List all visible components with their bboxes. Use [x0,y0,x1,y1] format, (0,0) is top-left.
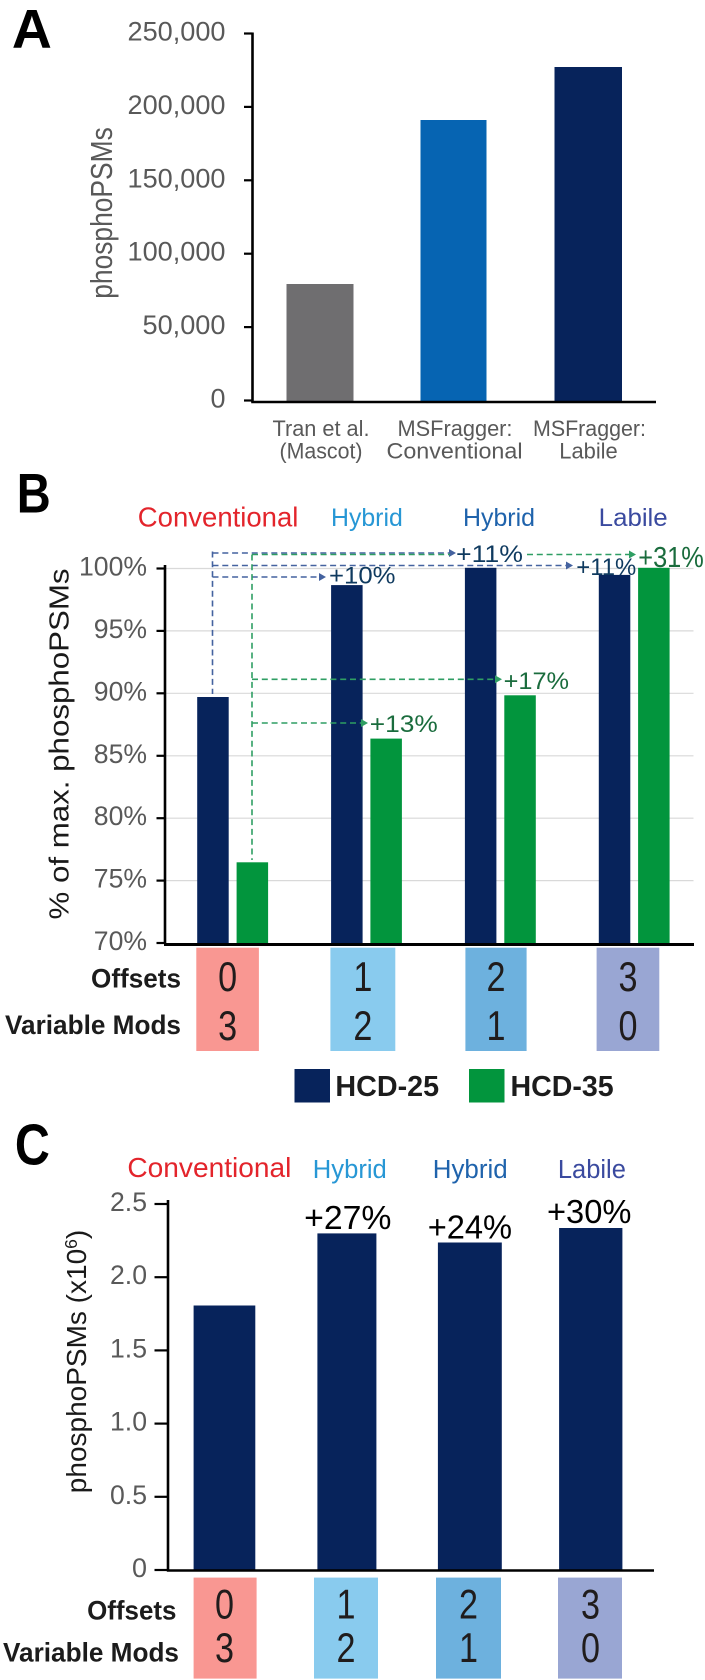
svg-text:Tran et al.: Tran et al. [273,416,370,441]
svg-text:1: 1 [459,1624,478,1671]
svg-text:Labile: Labile [558,1156,626,1184]
svg-text:Hybrid: Hybrid [433,1156,508,1184]
svg-text:1: 1 [337,1581,356,1628]
svg-text:0: 0 [215,1581,234,1628]
svg-text:Hybrid: Hybrid [313,1156,387,1184]
svg-text:3: 3 [215,1624,234,1671]
svg-text:+30%: +30% [547,1193,631,1230]
svg-text:Labile: Labile [599,504,668,532]
svg-text:2: 2 [337,1624,356,1671]
svg-text:2: 2 [459,1581,478,1628]
svg-text:85%: 85% [94,739,147,769]
svg-text:Variable Mods: Variable Mods [3,1638,179,1668]
svg-text:150,000: 150,000 [128,163,226,193]
svg-text:HCD-25: HCD-25 [335,1071,439,1103]
svg-text:Hybrid: Hybrid [331,504,403,532]
svg-text:100%: 100% [79,552,147,582]
svg-text:A: A [12,0,52,60]
svg-text:+27%: +27% [304,1199,391,1236]
svg-text:+13%: +13% [370,711,438,738]
svg-text:50,000: 50,000 [143,310,226,340]
svg-text:% of max. phosphoPSMs: % of max. phosphoPSMs [44,569,75,920]
svg-text:+11%: +11% [456,541,523,568]
svg-text:100,000: 100,000 [128,237,226,267]
svg-text:0: 0 [132,1553,147,1583]
svg-text:0.5: 0.5 [110,1480,147,1510]
svg-text:80%: 80% [94,801,147,831]
svg-text:1.0: 1.0 [110,1407,147,1437]
svg-text:Labile: Labile [559,439,618,464]
svg-text:3: 3 [218,1002,237,1049]
svg-text:HCD-35: HCD-35 [511,1071,614,1103]
svg-text:0: 0 [581,1624,600,1671]
svg-text:MSFragger:: MSFragger: [533,416,646,441]
svg-text:phosphoPSMs: phosphoPSMs [84,127,119,299]
svg-text:(Mascot): (Mascot) [280,439,363,464]
svg-text:3: 3 [619,953,638,1000]
svg-text:1: 1 [487,1002,506,1049]
svg-text:Hybrid: Hybrid [463,504,535,532]
svg-text:1.5: 1.5 [110,1333,147,1363]
svg-text:+10%: +10% [329,563,396,590]
svg-text:3: 3 [581,1581,600,1628]
svg-text:200,000: 200,000 [128,90,226,120]
svg-text:0: 0 [211,384,226,414]
svg-text:250,000: 250,000 [128,17,226,47]
svg-text:2.0: 2.0 [110,1260,147,1290]
svg-text:0: 0 [619,1002,638,1049]
svg-text:+11%: +11% [576,554,636,581]
svg-text:+17%: +17% [504,668,569,695]
svg-text:70%: 70% [94,926,147,956]
svg-text:+24%: +24% [428,1209,512,1246]
svg-text:Offsets: Offsets [87,1595,176,1625]
svg-text:90%: 90% [94,676,147,706]
svg-text:95%: 95% [94,614,147,644]
svg-text:2.5: 2.5 [110,1187,147,1217]
svg-text:Conventional: Conventional [387,439,523,464]
svg-text:B: B [17,462,51,525]
svg-text:Conventional: Conventional [127,1152,291,1183]
svg-text:1: 1 [353,953,372,1000]
svg-text:MSFragger:: MSFragger: [398,416,513,441]
svg-text:Variable Mods: Variable Mods [5,1010,181,1040]
svg-text:2: 2 [353,1002,372,1049]
svg-text:0: 0 [218,953,237,1000]
svg-text:Offsets: Offsets [91,964,181,994]
svg-text:2: 2 [487,953,506,1000]
svg-text:C: C [15,1114,50,1178]
svg-text:phosphoPSMs (x106): phosphoPSMs (x106) [61,1230,92,1493]
svg-text:75%: 75% [94,864,147,894]
svg-text:+31%: +31% [638,542,704,574]
svg-text:Conventional: Conventional [138,502,299,533]
